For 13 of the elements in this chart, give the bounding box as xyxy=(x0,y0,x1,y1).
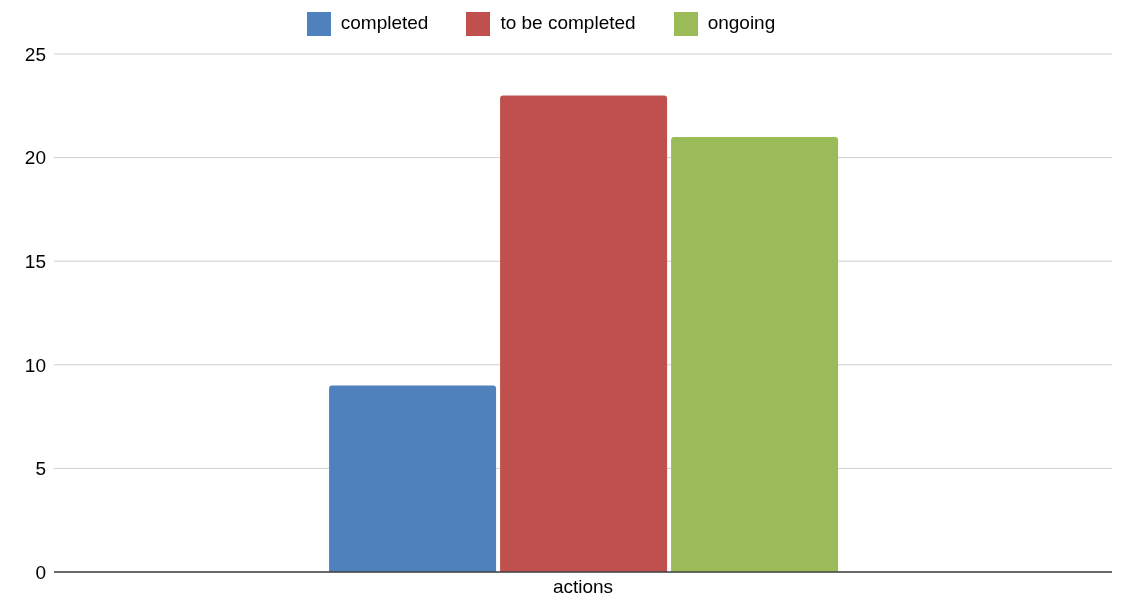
y-tick-label: 5 xyxy=(35,458,46,480)
legend-label: completed xyxy=(340,12,429,34)
bar xyxy=(329,385,497,572)
x-tick-label: actions xyxy=(552,576,614,598)
y-tick-label: 20 xyxy=(24,147,46,169)
y-tick-label: 10 xyxy=(24,354,46,376)
y-tick-label: 15 xyxy=(24,250,46,272)
legend-label: to be completed xyxy=(500,12,636,34)
y-tick-label: 25 xyxy=(24,43,46,65)
legend-label: ongoing xyxy=(707,12,776,34)
y-tick-label: 0 xyxy=(35,561,46,583)
bar xyxy=(671,136,839,572)
bar xyxy=(500,95,668,572)
